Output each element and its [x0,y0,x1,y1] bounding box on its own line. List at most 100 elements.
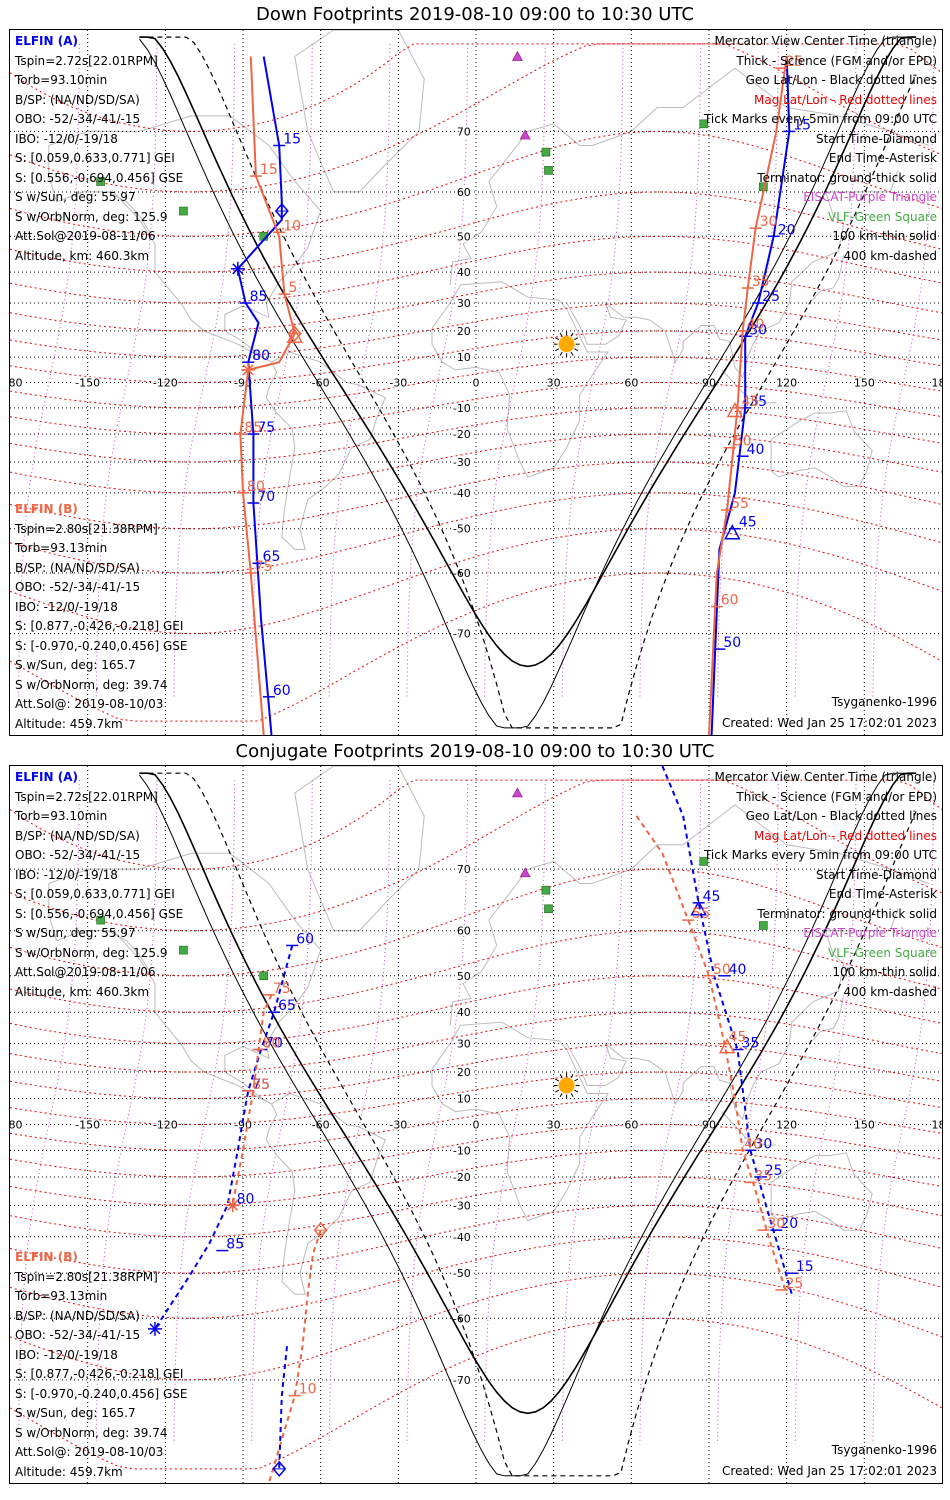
sun-ray [574,337,579,341]
mag-meridian [561,780,624,1445]
lon-tick-label: 0 [473,1119,480,1132]
elfin-a-title: ELFIN (A) [15,34,78,48]
footprint-track [278,1346,288,1469]
footprint-tick-label: 30 [767,1216,785,1232]
elfin-b-title: ELFIN (B) [15,502,78,516]
footprint-tick-label: 15 [796,1259,814,1275]
mag-meridian [484,43,546,697]
legend: Mercator View Center Time (triangle) Thi… [704,768,937,1002]
sun-ray [570,1093,574,1098]
footprint-tick-label: 85 [226,1237,244,1253]
footprint-tick-label: 45 [741,394,759,410]
elfin-b-info: ELFIN (B) Tspin=2.80s[21.38RPM] Torb=93.… [15,1248,188,1482]
info-line: OBO: -52/-34/-41/-15 [15,580,141,594]
mag-parallel [10,1149,942,1206]
legend-item: Geo Lat/Lon - Black dotted lines [745,73,937,87]
footprint-tick-label: 55 [692,906,710,922]
info-line: Torb=93.10min [15,809,108,823]
eiscat-triangle [519,129,531,140]
lon-tick-label: 30 [547,1119,561,1132]
info-line: Altitude: 459.7km [15,716,123,731]
lat-tick-label: 50 [457,970,471,983]
footprint-tick-label: 80 [263,1036,281,1052]
info-line: S w/OrbNorm, deg: 125.9 [15,209,168,224]
footprint-tick-label: 75 [255,559,273,575]
mag-parallel [10,1011,942,1073]
legend-item: Mercator View Center Time (triangle) [714,34,937,48]
lat-tick-label: 70 [457,125,471,138]
mag-meridian [406,43,469,697]
vlf-square [179,945,188,955]
sun-ray [559,1074,563,1078]
terminator-ground [139,772,917,1415]
lat-tick-label: -50 [453,523,471,536]
lat-tick-label: -40 [453,1231,471,1244]
legend-item: EISCAT-Purple Triangle [803,926,937,940]
mag-parallel [10,235,942,304]
sun-ray [574,348,579,352]
info-line: OBO: -52/-34/-41/-15 [15,848,141,862]
lat-tick-label: 40 [457,1006,471,1019]
footprint-series: 45 40 35 30 25 20 15 [661,766,814,1295]
footprint-tick-label: 85 [252,1077,270,1093]
start-diamond [272,1460,287,1478]
mag-meridian [251,43,313,697]
info-line: OBO: -52/-34/-41/-15 [15,112,141,126]
mag-parallel [10,381,942,435]
mag-parallel [10,356,942,409]
info-line: IBO: -12/0/-19/18 [15,131,118,146]
lon-tick-label: -30 [389,377,407,390]
sun-ray [570,332,574,337]
sun-ray [555,1089,560,1093]
lon-tick-label: 180 [932,1119,943,1132]
sun-ray [559,1093,563,1098]
lon-tick-label: -150 [75,377,100,390]
coastline-2 [294,30,425,193]
axis-labels: -180-150-120-90-60-300306090120150180706… [10,124,942,642]
mag-parallel [10,528,942,635]
lat-tick-label: -10 [453,402,471,415]
coastline-7 [721,369,777,404]
sun-ray [574,1089,579,1093]
center-triangle [718,1038,736,1054]
lat-tick-label: -30 [453,1199,471,1212]
coastline-9 [108,930,153,977]
info-line: Att.Sol@2019-08-11/06 [15,229,156,243]
info-line: S: [0.059,0.633,0.771] GEI [15,887,175,901]
info-line: OBO: -52/-34/-41/-15 [15,1328,141,1342]
center-triangle [724,524,741,540]
sun-ray [570,351,574,356]
lon-tick-label: 60 [624,377,638,390]
footprint-tick-label: 50 [723,635,741,651]
footprint-tick-label: 40 [747,442,765,458]
footprint-track [236,56,283,735]
coastline-3 [449,804,930,1026]
lon-tick-label: 30 [547,377,561,390]
mag-parallel [10,1098,942,1151]
footprint-tick-label: 75 [252,1077,270,1093]
footprint-tick-label: 30 [754,1136,772,1152]
footprint-track [661,766,793,1295]
map-panel-conjugate: -180-150-120-90-60-300306090120150180706… [9,765,943,1484]
lon-tick-label: 150 [854,1119,875,1132]
mag-meridian [561,43,624,697]
mag-parallel [10,975,942,1045]
legend-item: Geo Lat/Lon - Black dotted lines [745,809,937,823]
info-line: S w/Sun, deg: 165.7 [15,658,136,672]
vlf-square [759,921,768,930]
vlf-square [541,147,551,157]
lon-tick-label: 120 [776,377,797,390]
footprint-tick-label: 40 [729,962,747,978]
mag-parallel [10,407,942,463]
mag-meridian [639,780,702,1445]
lat-tick-label: -70 [453,628,471,641]
info-line: Tspin=2.80s[21.38RPM] [15,1269,158,1284]
info-line: S: [0.059,0.633,0.771] GEI [15,151,175,165]
coastline-9 [108,191,153,237]
footprint-tick-label: 30 [749,322,767,338]
vlf-square [699,119,709,129]
info-line: S w/OrbNorm, deg: 39.74 [15,1425,168,1440]
legend-item: 400 km-dashed [843,248,937,263]
lon-tick-label: -120 [153,1119,178,1132]
info-line: S w/OrbNorm, deg: 125.9 [15,945,168,960]
